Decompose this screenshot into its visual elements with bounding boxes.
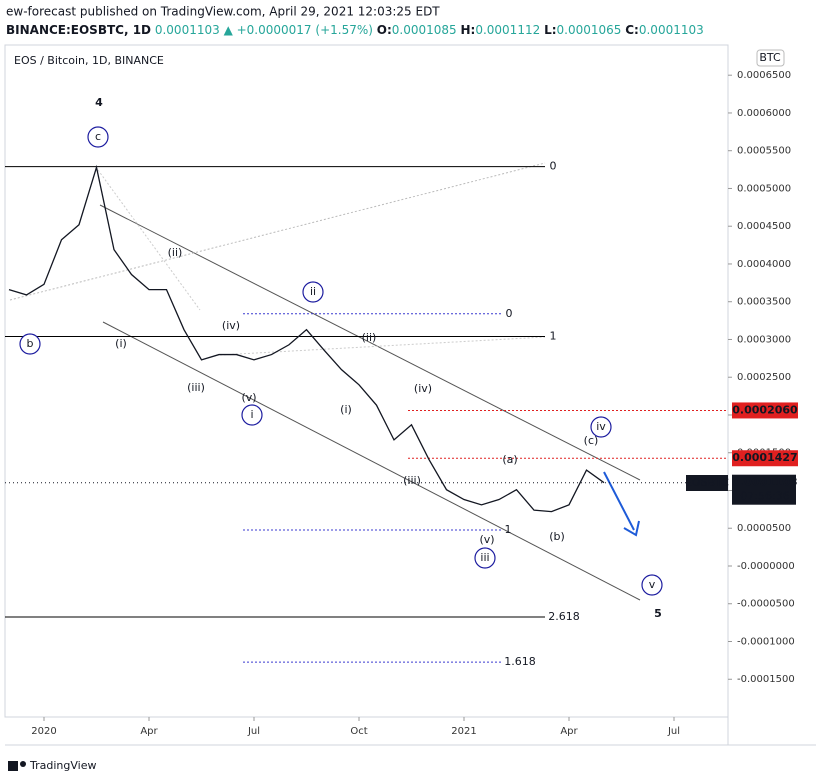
wave-label: ii bbox=[310, 285, 316, 298]
price-tag bbox=[732, 402, 798, 419]
wave-label: (a) bbox=[502, 453, 517, 466]
wave-label: 5 bbox=[654, 607, 662, 620]
symbol: BINANCE:EOSBTC, 1D bbox=[6, 23, 151, 37]
wave-label: (iv) bbox=[414, 382, 432, 395]
channel-line bbox=[99, 204, 641, 481]
y-tick-label: 0.0004500 bbox=[737, 221, 791, 232]
wave-label: (b) bbox=[549, 530, 565, 543]
x-tick-label: Jul bbox=[667, 726, 680, 737]
fib-level-label: 1.618 bbox=[504, 655, 536, 668]
wave-label: iii bbox=[480, 551, 489, 564]
fib-level-label: 2.618 bbox=[548, 610, 580, 623]
ohlc-value: 0.0001085 bbox=[392, 23, 457, 37]
currency-button[interactable] bbox=[756, 49, 785, 67]
currency-label: BTC bbox=[759, 51, 781, 64]
footer-logo: TradingView bbox=[8, 759, 96, 772]
price-tag-label: 0.0001103 bbox=[732, 476, 797, 489]
price-tag-label: 0.0001427 bbox=[732, 451, 797, 464]
x-tick-label: 2020 bbox=[31, 726, 56, 737]
trend-line bbox=[9, 162, 546, 301]
wave-label: (iii) bbox=[403, 474, 421, 487]
arrow-head bbox=[623, 520, 640, 537]
wave-label: (ii) bbox=[362, 331, 377, 344]
wave-label: c bbox=[95, 130, 101, 143]
ohlc-key: O: bbox=[377, 23, 392, 37]
chart-title: EOS / Bitcoin, 1D, BINANCE bbox=[14, 54, 164, 67]
y-tick-label: 0.0003000 bbox=[737, 334, 791, 345]
wave-label: (iii) bbox=[187, 381, 205, 394]
wave-label: (iv) bbox=[222, 319, 240, 332]
wave-label: (i) bbox=[340, 403, 352, 416]
y-tick-label: 0.0005500 bbox=[737, 146, 791, 157]
price-tag bbox=[732, 450, 798, 467]
logo-mark bbox=[20, 761, 26, 767]
price-tag-label: 0.0002060 bbox=[732, 403, 798, 416]
y-tick-label: 0.0006000 bbox=[737, 108, 791, 119]
y-tick-label: 0.0004000 bbox=[737, 259, 791, 270]
wave-label: (v) bbox=[241, 391, 256, 404]
channel-line bbox=[102, 321, 641, 601]
x-tick-label: Oct bbox=[350, 726, 367, 737]
fib-level-label: 0 bbox=[506, 307, 513, 320]
wave-label: (ii) bbox=[168, 246, 183, 259]
last: 0.0001103 bbox=[155, 23, 220, 37]
ohlc-value: 0.0001065 bbox=[557, 23, 622, 37]
trend-line bbox=[97, 169, 201, 311]
y-tick-label: 0.0006500 bbox=[737, 70, 791, 81]
x-tick-label: Jul bbox=[247, 726, 260, 737]
y-tick-label: -0.0000500 bbox=[737, 599, 795, 610]
wave-label: (c) bbox=[584, 434, 599, 447]
wave-label: (i) bbox=[115, 337, 127, 350]
footer-brand: TradingView bbox=[29, 759, 96, 772]
y-tick-label: 0.0000500 bbox=[737, 523, 791, 534]
published-line: ew-forecast published on TradingView.com… bbox=[6, 5, 440, 19]
wave-circle bbox=[474, 547, 496, 569]
x-tick-label: Apr bbox=[560, 726, 578, 737]
wave-label: i bbox=[250, 408, 253, 421]
symbol-line: BINANCE:EOSBTC, 1D 0.0001103 ▲ +0.000001… bbox=[6, 23, 704, 37]
wave-label: (v) bbox=[479, 533, 494, 546]
y-tick-label: 0.0002500 bbox=[737, 372, 791, 383]
wave-circle bbox=[302, 281, 324, 303]
wave-circle bbox=[87, 126, 109, 148]
fib-level-label: 0 bbox=[550, 160, 557, 173]
wave-circle bbox=[641, 574, 663, 596]
wave-circle bbox=[19, 333, 41, 355]
wave-label: 4 bbox=[95, 96, 103, 109]
wave-label: v bbox=[649, 578, 656, 591]
x-tick-label: 2021 bbox=[451, 726, 476, 737]
y-tick-label: -0.0000000 bbox=[737, 561, 795, 572]
y-tick-label: -0.0001000 bbox=[737, 636, 795, 647]
y-tick-label: -0.0001500 bbox=[737, 674, 795, 685]
ohlc-key: L: bbox=[544, 23, 556, 37]
logo-mark bbox=[8, 761, 18, 771]
ohlc-value: 0.0001103 bbox=[639, 23, 704, 37]
ohlc-value: 0.0001112 bbox=[475, 23, 540, 37]
wave-circle bbox=[241, 404, 263, 426]
x-tick-label: Apr bbox=[140, 726, 158, 737]
countdown: 07:56:36 bbox=[740, 490, 789, 503]
fib-level-label: 1 bbox=[550, 329, 557, 342]
price-tag bbox=[732, 474, 796, 505]
price-line-series bbox=[8, 164, 605, 513]
y-tick-label: 0.0003500 bbox=[737, 297, 791, 308]
wave-circle bbox=[590, 416, 612, 438]
change: ▲ +0.0000017 (+1.57%) bbox=[224, 23, 373, 37]
ohlc-key: H: bbox=[460, 23, 475, 37]
fib-level-label: 1 bbox=[505, 523, 512, 536]
wave-label: iv bbox=[596, 420, 606, 433]
symbol-tag-label: EOSBTC bbox=[685, 476, 729, 489]
wave-label: b bbox=[27, 337, 34, 350]
ohlc-key: C: bbox=[625, 23, 639, 37]
forecast-arrow bbox=[603, 471, 635, 531]
y-tick-label: 0.0005000 bbox=[737, 183, 791, 194]
symbol-tag bbox=[686, 475, 728, 491]
